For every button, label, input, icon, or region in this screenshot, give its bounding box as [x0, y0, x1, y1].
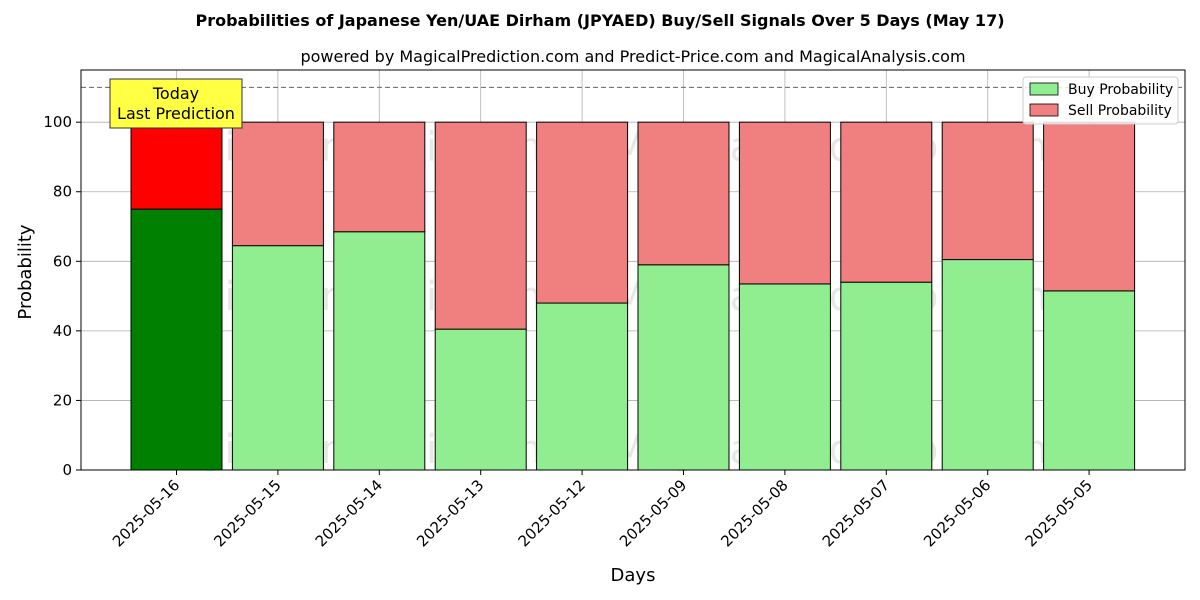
x-tick-label: 2025-05-13: [413, 476, 487, 550]
legend-label: Buy Probability: [1068, 82, 1173, 98]
buy-bar: [333, 231, 426, 471]
sell-bar: [434, 121, 527, 330]
annotation-line1: Today: [152, 84, 199, 103]
y-tick-label: 100: [43, 113, 72, 131]
sell-bar: [130, 121, 223, 210]
buy-bar: [231, 245, 324, 471]
chart-subtitle: powered by MagicalPrediction.com and Pre…: [300, 47, 965, 66]
buy-bar: [840, 281, 933, 471]
sell-bar: [941, 121, 1034, 261]
legend-frame: [1022, 76, 1179, 125]
x-axis-ticks: 2025-05-16 2025-05-15 2025-05-14 2025-05-13…: [109, 470, 1096, 550]
y-tick-label: 80: [53, 183, 72, 201]
plot-frame: [80, 69, 1186, 471]
y-tick-label: 60: [53, 252, 72, 270]
bars: [130, 121, 1136, 471]
buy-bar: [536, 302, 629, 471]
buy-bar: [1043, 290, 1136, 471]
x-tick-label: 2025-05-05: [1022, 476, 1096, 550]
sell-bar: [1043, 121, 1136, 292]
x-tick-label: 2025-05-08: [717, 476, 791, 550]
legend-label: Sell Probability: [1068, 103, 1172, 119]
x-tick-label: 2025-05-07: [819, 476, 893, 550]
buy-bar: [434, 328, 527, 471]
legend-swatch: [1029, 103, 1059, 117]
buy-bar: [130, 208, 223, 471]
sell-bar: [231, 121, 324, 247]
buy-bar: [941, 259, 1034, 471]
legend: Buy Probability Sell Probability: [1022, 76, 1179, 125]
y-tick-label: 40: [53, 322, 72, 340]
x-tick-label: 2025-05-06: [920, 476, 994, 550]
sell-bar: [637, 121, 730, 266]
sell-bar: [840, 121, 933, 283]
x-axis-label: Days: [611, 565, 656, 586]
sell-bar: [536, 121, 629, 304]
x-tick-label: 2025-05-16: [109, 476, 183, 550]
x-tick-label: 2025-05-12: [515, 476, 589, 550]
y-axis-label: Probability: [15, 224, 36, 319]
annotation-line2: Last Prediction: [117, 104, 235, 123]
annotation-box: [109, 78, 243, 129]
x-tick-label: 2025-05-14: [312, 476, 386, 550]
y-tick-label: 20: [53, 391, 72, 409]
y-tick-label: 0: [62, 461, 72, 479]
legend-swatch: [1029, 82, 1059, 96]
x-tick-label: 2025-05-09: [616, 476, 690, 550]
x-tick-label: 2025-05-15: [210, 476, 284, 550]
buy-bar: [637, 264, 730, 471]
sell-bar: [738, 121, 831, 285]
buy-bar: [738, 283, 831, 471]
y-axis-ticks: 0 20 40 60 80 100: [43, 113, 81, 479]
chart-title: Probabilities of Japanese Yen/UAE Dirham…: [195, 11, 1004, 30]
sell-bar: [333, 121, 426, 233]
